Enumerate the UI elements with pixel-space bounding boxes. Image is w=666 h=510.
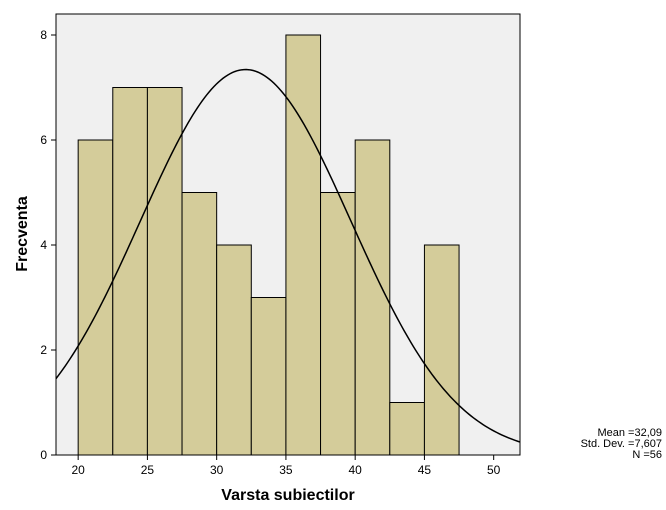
histogram-bar [320,192,356,456]
x-tick-label: 45 [418,463,432,477]
histogram-bar [354,139,391,456]
y-tick-label: 4 [40,238,47,252]
histogram-bar [423,244,460,456]
x-tick-label: 50 [487,463,501,477]
histogram-bar [285,34,322,456]
y-tick-label: 0 [40,448,47,462]
histogram-bar [77,139,114,456]
y-tick-label: 2 [40,343,47,357]
x-tick-label: 40 [348,463,362,477]
stats-box: Mean =32,09 Std. Dev. =7,607 N =56 [578,428,662,461]
x-tick-label: 25 [141,463,155,477]
x-axis-title: Varsta subiectilor [221,487,354,504]
stats-n: N =56 [632,449,662,461]
histogram-bar [181,192,218,456]
y-axis-ticks: 0 2 4 6 8 [40,28,56,462]
stats-mean: Mean =32,09 [597,427,662,439]
plot-frame [55,13,521,456]
normal-curve [55,68,521,443]
y-tick-label: 6 [40,133,47,147]
y-axis-title: Frecventa [14,196,31,272]
stats-std-dev: Std. Dev. =7,607 [580,438,662,450]
histogram-bar [389,402,425,456]
histogram-bar [216,244,252,456]
histogram-bar [112,87,148,456]
x-tick-label: 20 [71,463,85,477]
y-tick-label: 8 [40,28,47,42]
histogram-bar [146,87,183,456]
x-axis-ticks: 20 25 30 35 40 45 50 [71,455,501,477]
bars-group [77,34,460,456]
x-tick-label: 35 [279,463,293,477]
histogram-bar [250,297,287,456]
x-tick-label: 30 [210,463,224,477]
